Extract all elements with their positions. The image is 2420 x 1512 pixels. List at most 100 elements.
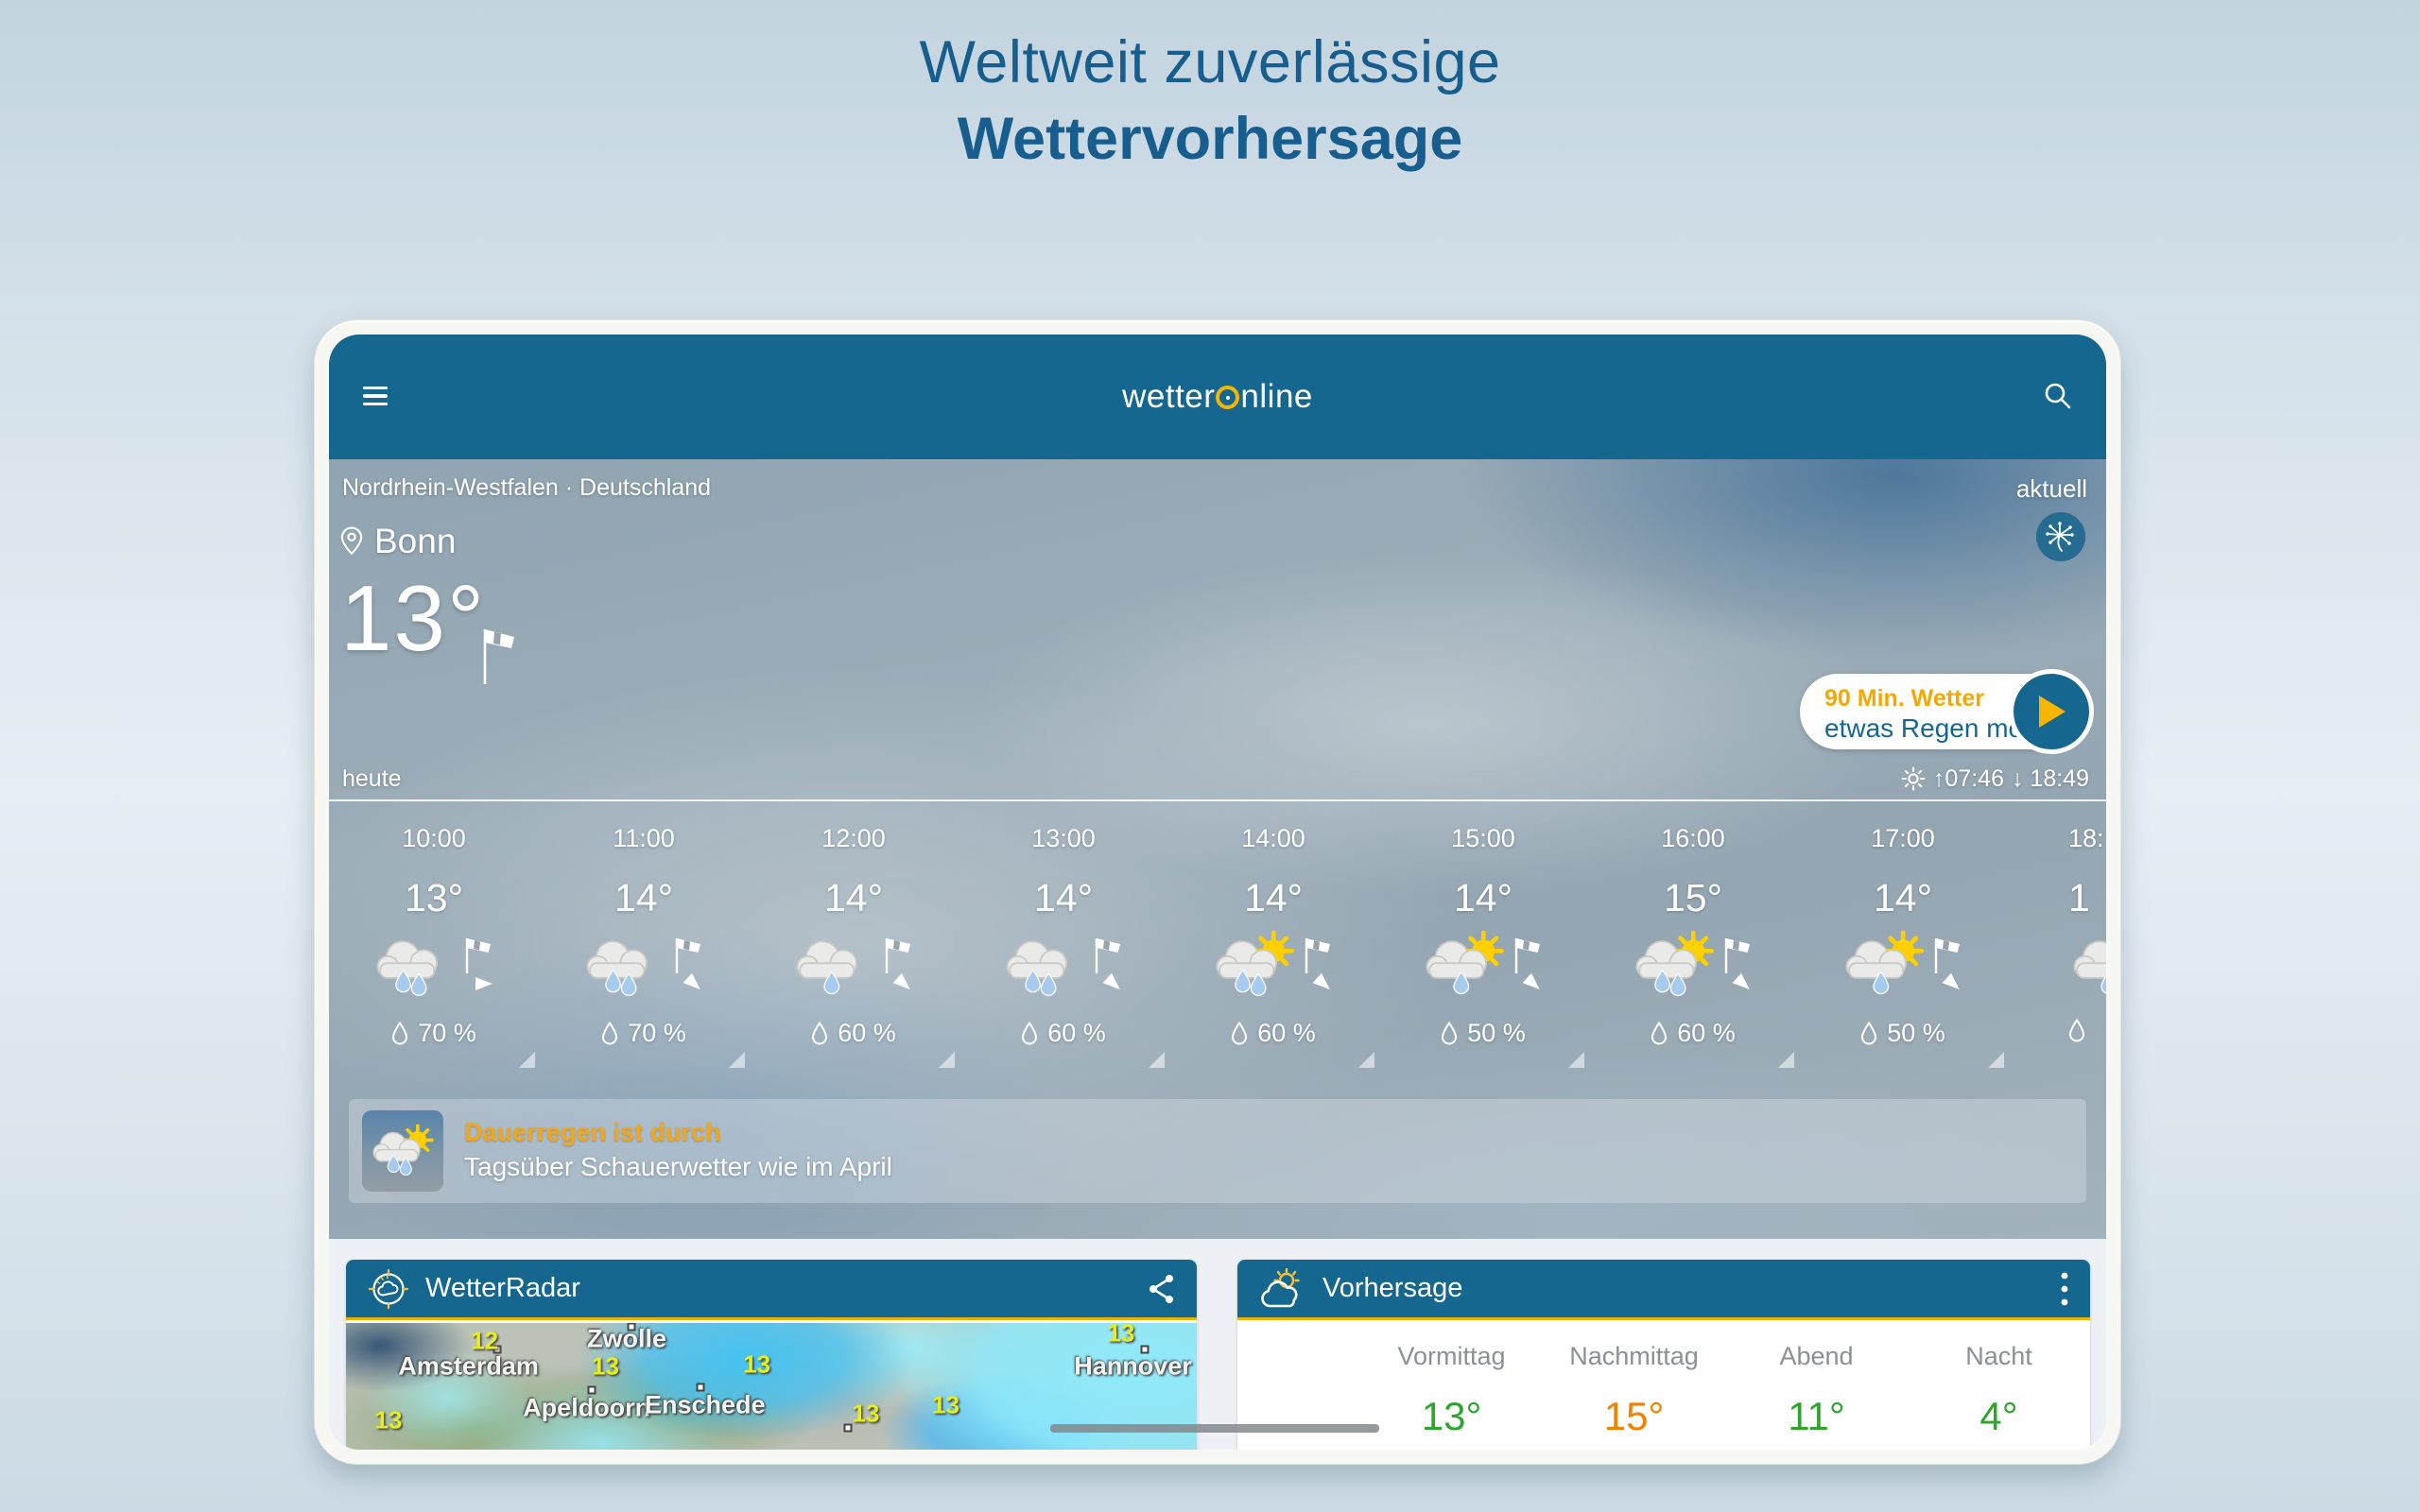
rain-probability: 60 % — [838, 1019, 896, 1047]
horizontal-scrollbar[interactable] — [1050, 1424, 1379, 1433]
wetterradar-card[interactable]: WetterRadar Amsterdam Zwolle Apeldoorn Ensc… — [346, 1260, 1197, 1450]
hamburger-menu-icon[interactable] — [363, 382, 391, 410]
map-temperature-label: 13 — [852, 1399, 880, 1428]
weather-icon-sun-rain-2 — [1631, 930, 1718, 1000]
news-subtitle: Tagsüber Schauerwetter wie im April — [464, 1152, 892, 1181]
map-city-marker — [843, 1423, 853, 1433]
wetterradar-compass-icon — [367, 1267, 410, 1311]
hour-time: 10:00 — [402, 824, 466, 852]
vorhersage-card[interactable]: Vorhersage Vormittag 13° Nachmittag 15° Aben… — [1237, 1260, 2090, 1450]
map-city-label: Apeldoorn — [523, 1393, 651, 1422]
play-icon[interactable] — [2009, 669, 2094, 754]
map-temperature-label: 12 — [471, 1326, 499, 1355]
hourly-column[interactable]: 10:00 13° 70 % — [329, 811, 539, 1091]
kebab-menu-icon[interactable] — [2060, 1270, 2069, 1308]
windsock-icon — [1512, 934, 1546, 994]
hourly-column[interactable]: 11:00 14° 70 % — [539, 811, 749, 1091]
hour-time: 13:00 — [1031, 824, 1096, 852]
map-temperature-label: 13 — [932, 1390, 959, 1419]
raindrop-icon — [1651, 1022, 1668, 1045]
hour-time: 12:00 — [821, 824, 886, 852]
hour-time: 18: — [2068, 824, 2104, 852]
search-icon[interactable] — [2042, 380, 2074, 412]
hour-temperature: 15° — [1663, 876, 1722, 919]
period-temperature: 15° — [1603, 1394, 1665, 1438]
app-bar: wetter nline — [329, 335, 2106, 459]
hour-temperature: 14° — [614, 876, 673, 919]
weather-icon-sun-rain-1 — [1421, 930, 1508, 1000]
map-city-marker — [1140, 1345, 1150, 1354]
map-city-label: Zwolle — [586, 1324, 667, 1353]
windsock-icon — [478, 622, 520, 692]
weather-news-banner[interactable]: Dauerregen ist durch Tagsüber Schauerwet… — [349, 1099, 2086, 1203]
rain-probability: 60 % — [1047, 1019, 1106, 1047]
sun-cloud-icon — [1258, 1267, 1307, 1310]
expand-triangle-icon — [1568, 1052, 1584, 1068]
map-city-marker — [587, 1385, 596, 1395]
sunrise-time: ↑07:46 — [1932, 765, 2004, 792]
rain-probability: 70 % — [628, 1019, 686, 1047]
map-temperature-label: 13 — [374, 1405, 403, 1435]
weather-icon-rain-2 — [372, 930, 458, 1000]
rain-probability: 70 % — [418, 1019, 476, 1047]
hour-temperature: 13° — [404, 876, 463, 919]
period-temperature: 11° — [1788, 1394, 1845, 1438]
news-thumbnail — [362, 1110, 443, 1192]
weather-icon-sun-rain-1 — [1841, 930, 1927, 1000]
rain-probability: 50 % — [1467, 1019, 1526, 1047]
weather-icon-rain-2 — [581, 930, 668, 1000]
raindrop-icon — [811, 1022, 828, 1045]
share-icon[interactable] — [1148, 1273, 1176, 1305]
hourly-column[interactable]: 13:00 14° 60 % — [959, 811, 1168, 1091]
map-temperature-label: 13 — [743, 1349, 771, 1379]
period-label: Nachmittag — [1569, 1342, 1699, 1370]
hour-temperature: 14° — [1453, 876, 1512, 919]
hourly-column[interactable]: 16:00 15° 60 % — [1588, 811, 1798, 1091]
raindrop-icon — [1021, 1022, 1038, 1045]
wetterradar-header[interactable]: WetterRadar — [346, 1260, 1197, 1320]
dandelion-pollen-icon — [2046, 522, 2074, 552]
app-screen: wetter nline Nordrhein-Westfalen · Deutsc… — [329, 335, 2106, 1450]
map-city-label: Hannover — [1074, 1351, 1192, 1381]
hour-temperature: 14° — [1873, 876, 1932, 919]
rain-probability: 50 % — [1887, 1019, 1945, 1047]
city-row[interactable]: Bonn — [340, 522, 456, 561]
period-label: Vormittag — [1397, 1342, 1506, 1370]
hourly-forecast-strip: 10:00 13° 70 % 11:00 14° 70 % 12:00 14° 60 % 1… — [329, 811, 2106, 1091]
pollen-button[interactable] — [2036, 512, 2085, 561]
expand-triangle-icon — [1149, 1052, 1165, 1068]
hourly-column[interactable]: 17:00 14° 50 % — [1798, 811, 2008, 1091]
divider — [329, 799, 2106, 801]
map-city-label: Amsterdam — [398, 1351, 539, 1381]
vorhersage-title: Vorhersage — [1322, 1273, 1463, 1303]
today-label: heute — [342, 765, 402, 792]
current-weather-hero: Nordrhein-Westfalen · Deutschland Bonn 1… — [329, 459, 2106, 1239]
current-temperature: 13° — [340, 566, 487, 670]
90min-weather-button[interactable]: 90 Min. Wetter etwas Regen möglich — [1800, 669, 2094, 754]
app-logo: wetter nline — [1122, 378, 1313, 415]
headline-line1: Weltweit zuverlässige — [919, 29, 1501, 95]
hourly-column[interactable]: 12:00 14° 60 % — [749, 811, 959, 1091]
expand-triangle-icon — [1358, 1052, 1374, 1068]
hourly-column[interactable]: 14:00 14° 60 % — [1168, 811, 1378, 1091]
windsock-icon — [1092, 934, 1126, 994]
raindrop-icon — [601, 1022, 618, 1045]
cards-section: WetterRadar Amsterdam Zwolle Apeldoorn Ensc… — [329, 1239, 2106, 1450]
expand-triangle-icon — [519, 1052, 535, 1068]
hour-time: 16:00 — [1661, 824, 1725, 852]
hourly-column[interactable]: 18: 1 — [2008, 811, 2106, 1091]
expand-triangle-icon — [939, 1052, 955, 1068]
map-city-marker — [627, 1323, 635, 1332]
expand-triangle-icon — [729, 1052, 745, 1068]
map-city-marker — [696, 1383, 705, 1392]
hourly-column[interactable]: 15:00 14° 50 % — [1378, 811, 1588, 1091]
hour-temperature: 14° — [823, 876, 883, 919]
vorhersage-header[interactable]: Vorhersage — [1237, 1260, 2090, 1320]
raindrop-icon — [391, 1022, 408, 1045]
region-label: Nordrhein-Westfalen · Deutschland — [342, 474, 712, 501]
hour-time: 11:00 — [613, 824, 675, 852]
windsock-icon — [1302, 934, 1336, 994]
period-temperature: 13° — [1421, 1394, 1482, 1438]
logo-sun-o-icon — [1216, 386, 1240, 409]
today-row: heute ↑07:46 ↓ 18:49 — [342, 764, 2089, 794]
